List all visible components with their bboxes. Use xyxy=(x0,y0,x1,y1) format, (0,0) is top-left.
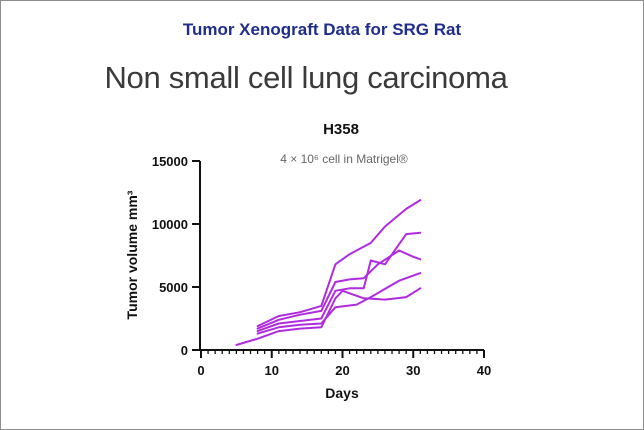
x-tick-label: 30 xyxy=(406,363,420,378)
series-line-3 xyxy=(256,231,422,333)
x-tick-label: 20 xyxy=(335,363,349,378)
chart-title: H358 xyxy=(323,121,359,138)
y-tick-label: 15000 xyxy=(152,154,188,169)
x-tick-label: 0 xyxy=(197,363,204,378)
y-tick-label: 0 xyxy=(181,343,188,358)
x-tick-label: 40 xyxy=(477,363,491,378)
main-title: Non small cell lung carcinoma xyxy=(104,60,508,95)
x-axis-label: Days xyxy=(325,385,359,401)
header-title: Tumor Xenograft Data for SRG Rat xyxy=(182,20,462,39)
series-line-5 xyxy=(235,287,422,346)
series-line-4 xyxy=(256,272,422,335)
series-line-1 xyxy=(256,199,422,328)
chart-subtitle: 4 × 10⁶ cell in Matrigel® xyxy=(280,152,408,166)
x-tick-label: 10 xyxy=(265,363,279,378)
series-line-2 xyxy=(256,249,422,330)
plot-area: 0 10 20 30 40 0 5000 10000 15000 xyxy=(152,154,491,378)
y-tick-label: 5000 xyxy=(159,280,188,295)
y-tick-label: 10000 xyxy=(152,217,188,232)
y-axis-label: Tumor volume mm³ xyxy=(124,190,140,319)
